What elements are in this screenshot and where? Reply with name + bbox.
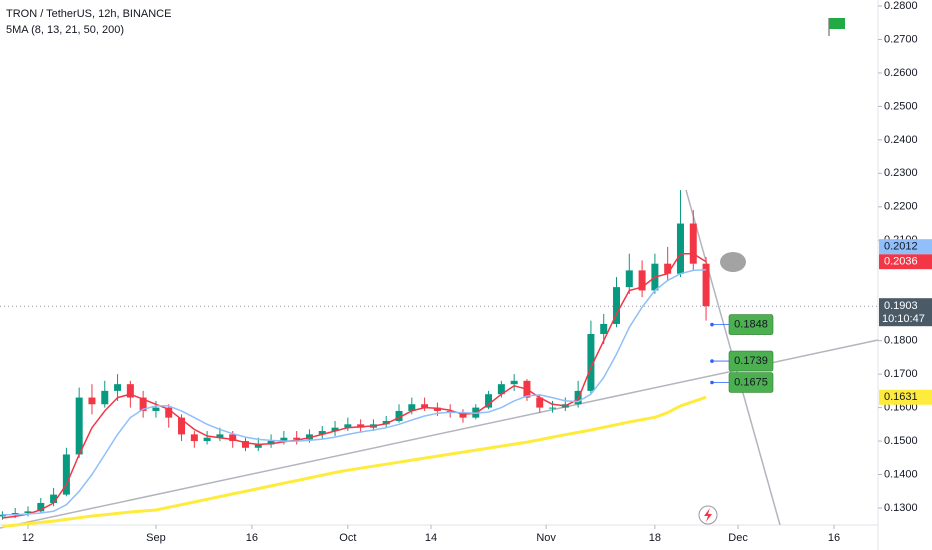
y-tick-label: 0.1800 [884, 335, 918, 347]
y-tick-label: 0.1400 [884, 468, 918, 480]
y-tick-label: 0.1500 [884, 435, 918, 447]
lightning-icon[interactable] [698, 505, 718, 525]
axis-marker-label: 0.2036 [884, 256, 918, 268]
candle-body [267, 441, 275, 445]
candle-body [702, 263, 710, 307]
countdown-label: 10:10:47 [882, 313, 925, 325]
price-label-box [728, 314, 774, 335]
candle-body [293, 437, 301, 440]
candle-body [190, 434, 198, 442]
candle-body [344, 424, 352, 428]
candle-body [62, 454, 70, 495]
ma-line [2, 252, 707, 519]
candle-body [459, 412, 467, 418]
candle-body [433, 407, 441, 411]
candle-body [485, 394, 493, 408]
axis-marker [879, 389, 932, 405]
candle-body [664, 263, 672, 274]
x-tick-label: Dec [728, 532, 748, 544]
candle-body [331, 427, 339, 432]
indicator-title: 5MA (8, 13, 21, 50, 200) [6, 24, 124, 36]
ma-line [2, 268, 707, 516]
price-label: 0.1739 [734, 355, 768, 367]
candle-body [408, 404, 416, 411]
candle-body [536, 397, 544, 408]
candle-body [165, 407, 173, 418]
y-tick-label: 0.1700 [884, 368, 918, 380]
ellipse-drawing [720, 252, 746, 272]
candle-body [152, 407, 160, 411]
candle-body [139, 397, 147, 411]
axis-marker-label: 0.1631 [884, 391, 918, 403]
candle-body [75, 397, 83, 455]
candle-body [280, 437, 288, 442]
y-tick-label: 0.1300 [884, 502, 918, 514]
ma-line [2, 395, 707, 528]
x-tick-label: 14 [425, 532, 437, 544]
y-tick-label: 0.2500 [884, 100, 918, 112]
candle-body [101, 390, 109, 405]
price-label: 0.1848 [734, 319, 768, 331]
candle-body [497, 384, 505, 395]
candle-body [24, 511, 32, 514]
candle-body [50, 494, 58, 503]
candle-body [318, 431, 326, 435]
candle-body [676, 223, 684, 274]
candle-body [625, 270, 633, 288]
axis-marker-label: 0.2012 [884, 241, 918, 253]
candle-body [203, 437, 211, 442]
candle-body [0, 514, 6, 517]
candle-body [126, 384, 134, 398]
candle-body [613, 287, 621, 324]
candle-body [178, 417, 186, 435]
candle-body [216, 434, 224, 438]
candle-body [254, 444, 262, 448]
candle-body [229, 434, 237, 442]
y-tick-label: 0.2300 [884, 167, 918, 179]
candle-body [689, 223, 697, 264]
flag-icon [828, 18, 845, 36]
candle-body [549, 407, 557, 409]
x-tick-label: Sep [146, 532, 166, 544]
y-tick-label: 0.2800 [884, 0, 918, 12]
y-tick-label: 0.2600 [884, 67, 918, 79]
x-tick-label: 18 [649, 532, 661, 544]
candle-body [510, 380, 518, 385]
x-tick-label: 16 [246, 532, 258, 544]
x-tick-label: Nov [536, 532, 556, 544]
price-label-box [728, 372, 774, 393]
y-tick-label: 0.2200 [884, 201, 918, 213]
axis-marker [879, 254, 932, 270]
candle-body [382, 420, 390, 425]
price-label: 0.1675 [734, 376, 768, 388]
x-tick-label: 12 [22, 532, 34, 544]
candle-body [421, 404, 429, 408]
x-tick-label: Oct [339, 532, 356, 544]
candle-body [114, 384, 122, 391]
candle-body [88, 397, 96, 405]
axis-marker [879, 239, 932, 255]
candle-body [587, 333, 595, 391]
candle-body [241, 441, 249, 448]
candle-body [600, 323, 608, 334]
y-tick-label: 0.2700 [884, 33, 918, 45]
candle-body [37, 502, 45, 512]
candle-body [395, 410, 403, 421]
candle-body [305, 434, 313, 440]
x-tick-label: 16 [828, 532, 840, 544]
y-tick-label: 0.2400 [884, 134, 918, 146]
plot [0, 190, 878, 528]
candle-body [638, 270, 646, 291]
last-price-label: 0.1903 [884, 300, 918, 312]
price-label-box [728, 350, 774, 372]
symbol-title: TRON / TetherUS, 12h, BINANCE [6, 8, 171, 20]
candle-body [11, 513, 19, 515]
last-price-marker [879, 298, 932, 327]
